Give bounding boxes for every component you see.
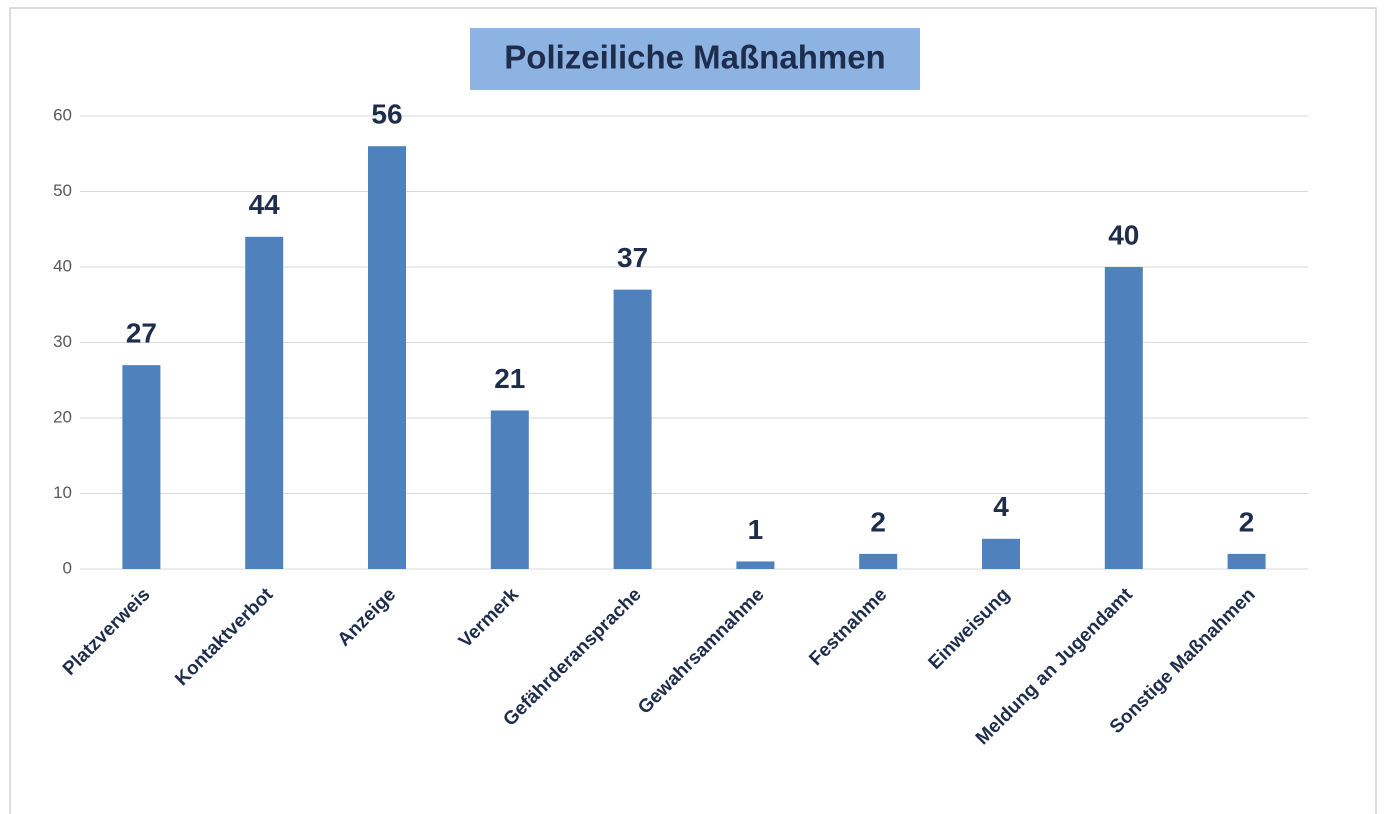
x-tick-label: Vermerk <box>455 584 523 652</box>
data-label: 37 <box>617 242 648 273</box>
y-tick-label: 0 <box>63 558 72 577</box>
bar <box>490 410 529 569</box>
x-tick-label: Sonstige Maßnahmen <box>1106 584 1260 738</box>
data-label: 1 <box>748 514 764 545</box>
chart-border <box>9 7 1377 814</box>
bar <box>368 146 406 569</box>
bar <box>1227 553 1266 569</box>
data-label: 2 <box>870 506 886 537</box>
title-box <box>470 28 920 90</box>
y-tick-label: 60 <box>53 105 72 124</box>
x-tick-label: Gewahrsamnahme <box>634 584 768 718</box>
y-tick-label: 20 <box>53 407 72 426</box>
data-label: 27 <box>126 318 157 349</box>
bar <box>1104 267 1143 569</box>
x-tick-label: Kontaktverbot <box>171 584 277 690</box>
data-label: 40 <box>1108 219 1139 250</box>
data-label: 44 <box>249 189 281 220</box>
bar <box>122 365 161 569</box>
y-tick-label: 40 <box>53 256 72 275</box>
data-label: 2 <box>1239 506 1255 537</box>
x-tick-label: Platzverweis <box>59 584 155 680</box>
x-tick-label: Anzeige <box>334 584 400 650</box>
y-tick-label: 10 <box>53 483 72 502</box>
bar <box>245 236 284 570</box>
bar <box>613 289 652 569</box>
data-label: 56 <box>371 99 402 130</box>
x-tick-label: Einweisung <box>925 584 1015 674</box>
y-tick-label: 50 <box>53 181 72 200</box>
data-label: 21 <box>494 363 525 394</box>
data-label: 4 <box>993 491 1009 522</box>
bar <box>859 553 898 569</box>
y-tick-label: 30 <box>53 332 72 351</box>
x-tick-label: Gefährderansprache <box>499 584 645 730</box>
chart-title: Polizeiliche Maßnahmen <box>504 39 885 76</box>
x-tick-label: Festnahme <box>806 584 892 670</box>
bar <box>736 561 775 569</box>
bar <box>982 538 1020 569</box>
